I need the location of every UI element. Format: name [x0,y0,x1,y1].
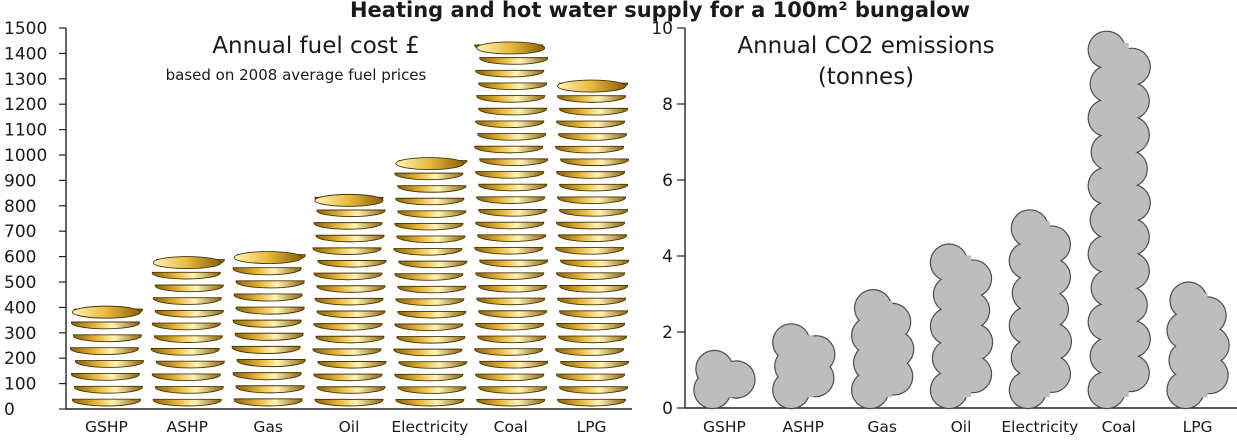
co2-category-label: ASHP [783,418,824,436]
co2-category-label: Gas [867,418,897,436]
fuel-cost-y-tick-label: 1200 [4,95,47,115]
fuel-cost-y-tick-label: 1300 [4,70,47,90]
co2-y-tick-label: 2 [662,323,673,343]
fuel-cost-category-label: Coal [494,418,528,436]
fuel-cost-bar [150,256,225,407]
page-title: Heating and hot water supply for a 100m²… [350,0,970,22]
co2-bar [772,323,836,410]
fuel-cost-bar [231,251,306,407]
fuel-cost-y-tick-label: 800 [4,197,36,217]
fuel-cost-y-tick-label: 400 [4,298,36,318]
fuel-cost-subtitle: based on 2008 average fuel prices [166,66,427,84]
co2-y-tick-label: 4 [662,247,673,267]
co2-y-tick-label: 6 [662,171,673,191]
fuel-cost-y-tick-label: 0 [4,400,15,420]
fuel-cost-y-tick-label: 200 [4,349,36,369]
fuel-cost-chart: Annual fuel cost £ based on 2008 average… [4,19,632,436]
co2-y-tick-label: 0 [662,399,673,419]
fuel-cost-category-label: Oil [339,418,360,436]
fuel-cost-category-label: LPG [577,418,607,436]
fuel-cost-y-tick-label: 700 [4,222,36,242]
fuel-cost-bar [69,305,144,407]
fuel-cost-y-tick-label: 900 [4,171,36,191]
fuel-cost-category-label: GSHP [85,418,128,436]
fuel-cost-y-tick-label: 1000 [4,146,47,166]
co2-bar [1087,30,1151,410]
fuel-cost-bar [474,41,549,407]
fuel-cost-y-tick-label: 600 [4,248,36,268]
co2-category-label: Oil [951,418,972,436]
fuel-cost-bar [393,157,468,407]
co2-category-label: GSHP [703,418,746,436]
fuel-cost-bar [555,79,630,407]
co2-y-tick-label: 10 [651,19,673,39]
co2-bar [850,289,915,410]
fuel-cost-y-tick-label: 500 [4,273,36,293]
fuel-cost-y-tick-label: 1500 [4,19,47,39]
fuel-cost-category-label: ASHP [167,418,208,436]
co2-subtitle: (tonnes) [818,64,914,90]
co2-category-label: Coal [1102,418,1136,436]
fuel-cost-y-tick-label: 1400 [4,44,47,64]
fuel-cost-title: Annual fuel cost £ [212,33,419,59]
co2-bar [1008,209,1073,410]
fuel-cost-y-tick-label: 1100 [4,121,47,141]
co2-category-label: Electricity [1001,418,1078,436]
co2-bar [929,243,994,410]
co2-category-label: LPG [1183,418,1213,436]
co2-emissions-chart: Annual CO2 emissions (tonnes) 0 2 4 6 8 10 GSH… [651,19,1237,436]
fuel-cost-y-tick-label: 100 [4,375,36,395]
co2-bar [1166,281,1230,410]
fuel-cost-category-label: Gas [253,418,283,436]
fuel-cost-bar [312,193,387,407]
fuel-cost-y-tick-label: 300 [4,324,36,344]
co2-y-tick-label: 8 [662,95,673,115]
co2-bar [693,349,756,410]
co2-title: Annual CO2 emissions [737,33,994,59]
fuel-cost-category-label: Electricity [391,418,468,436]
